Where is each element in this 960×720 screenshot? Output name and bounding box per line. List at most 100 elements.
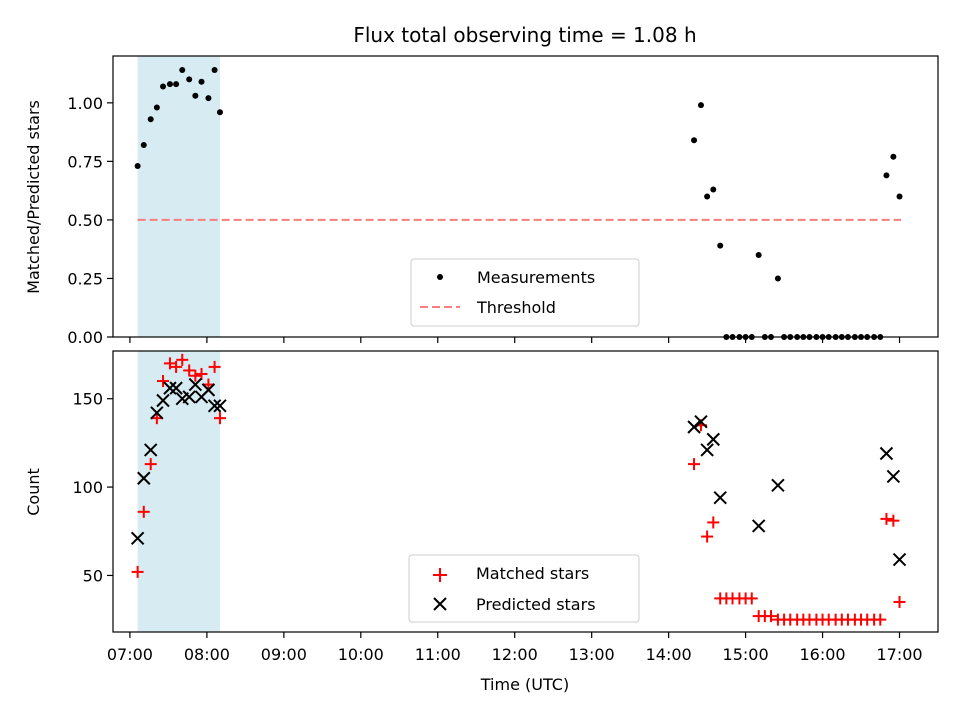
matched-star-point xyxy=(688,458,701,471)
bottom-ytick-label: 100 xyxy=(72,478,103,497)
matched-star-point xyxy=(208,360,221,373)
matched-star-point xyxy=(880,512,893,525)
predicted-star-point xyxy=(137,471,151,485)
predicted-star-point xyxy=(771,478,785,493)
measurement-point xyxy=(774,275,781,282)
bottom-xtick-label: 10:00 xyxy=(338,645,384,664)
measurement-point xyxy=(717,242,724,249)
matched-star-point xyxy=(707,516,720,529)
measurement-point xyxy=(166,81,173,88)
measurement-point xyxy=(890,153,897,160)
bottom-axes-frame xyxy=(112,350,939,633)
matched-star-point xyxy=(213,412,226,425)
measurement-point xyxy=(697,102,704,109)
matched-star-point xyxy=(874,613,887,626)
bottom-panel: 50 100 150 07:00 08:00 09:00 10:00 11:00 12:00 1… xyxy=(24,350,939,694)
bottom-xtick-label: 12:00 xyxy=(492,645,538,664)
predicted-star-point xyxy=(182,390,196,404)
measurement-point xyxy=(691,137,698,144)
bottom-ytick-label: 50 xyxy=(83,566,103,585)
bottom-xtick-label: 15:00 xyxy=(723,645,769,664)
predicted-star-point xyxy=(169,381,183,395)
bottom-xtick-label: 17:00 xyxy=(876,645,922,664)
bottom-ylabel: Count xyxy=(24,468,43,516)
predicted-star-point xyxy=(879,446,894,461)
measurement-point xyxy=(173,81,180,88)
matched-star-point xyxy=(170,360,183,373)
predicted-star-point xyxy=(886,469,901,484)
matched-star-point xyxy=(745,592,758,605)
bottom-xtick-label: 08:00 xyxy=(184,645,230,664)
predicted-star-point xyxy=(700,443,714,457)
measurement-point xyxy=(153,104,160,111)
measurement-point xyxy=(755,252,762,259)
predicted-star-point xyxy=(150,406,164,420)
measurement-point xyxy=(883,172,890,179)
bottom-xtick-label: 09:00 xyxy=(261,645,307,664)
bottom-xtick-label: 14:00 xyxy=(646,645,692,664)
top-ytick-label: 0.50 xyxy=(67,211,103,230)
top-legend: Measurements Threshold xyxy=(410,258,640,327)
measurement-point xyxy=(198,78,205,85)
predicted-star-point xyxy=(201,383,216,397)
predicted-star-point xyxy=(706,432,720,447)
measurement-point xyxy=(216,109,223,116)
top-axes-frame xyxy=(112,55,939,338)
predicted-star-point xyxy=(751,519,766,533)
top-highlight-span xyxy=(137,56,220,337)
predicted-star-point xyxy=(213,399,227,413)
legend-matched-label: Matched stars xyxy=(476,564,589,583)
legend-predicted-label: Predicted stars xyxy=(476,595,596,614)
matched-star-point xyxy=(887,514,900,527)
matched-star-point xyxy=(701,530,714,543)
predicted-star-point xyxy=(207,399,222,413)
legend-measurements-marker xyxy=(437,274,443,280)
measurement-point xyxy=(192,92,199,99)
matched-star-point xyxy=(144,458,157,471)
legend-matched-marker xyxy=(433,568,447,582)
bottom-xtick-label: 13:00 xyxy=(569,645,615,664)
top-ytick-label: 0.75 xyxy=(67,152,103,171)
matched-star-point xyxy=(157,375,170,388)
measurement-point xyxy=(160,83,167,90)
legend-threshold-label: Threshold xyxy=(476,298,556,317)
matched-star-point xyxy=(163,357,176,370)
predicted-star-point xyxy=(156,393,170,408)
bottom-xtick-label: 11:00 xyxy=(415,645,461,664)
predicted-star-point xyxy=(188,377,203,392)
legend-measurements-label: Measurements xyxy=(477,268,595,287)
top-ytick-label: 1.00 xyxy=(67,94,103,113)
bottom-xlabel: Time (UTC) xyxy=(480,675,569,694)
chart-title: Flux total observing time = 1.08 h xyxy=(353,23,696,47)
top-ytick-label: 0.25 xyxy=(67,269,103,288)
measurement-point xyxy=(211,67,218,74)
matched-star-point xyxy=(137,505,150,518)
predicted-star-point xyxy=(144,443,158,457)
matched-star-point xyxy=(195,367,208,380)
measurement-point xyxy=(147,116,154,123)
predicted-star-point xyxy=(892,552,907,567)
measurement-point xyxy=(205,95,212,102)
matched-star-point xyxy=(176,353,189,366)
legend-predicted-marker xyxy=(433,597,447,611)
predicted-star-point xyxy=(130,531,145,546)
matched-star-point xyxy=(131,565,144,578)
top-panel: 0.00 0.25 0.50 0.75 1.00 Matched/Predicted s… xyxy=(24,55,939,347)
measurement-point xyxy=(179,67,186,74)
matched-star-point xyxy=(183,364,196,377)
measurement-point xyxy=(704,193,711,200)
bottom-highlight-span xyxy=(137,351,220,632)
top-ytick-label: 0.00 xyxy=(67,328,103,347)
measurement-point xyxy=(896,193,903,200)
predicted-star-point xyxy=(163,381,177,395)
top-ylabel: Matched/Predicted stars xyxy=(24,100,43,294)
matched-star-point xyxy=(189,369,202,382)
predicted-star-point xyxy=(713,490,727,505)
measurement-point xyxy=(710,186,717,193)
matched-star-point xyxy=(893,595,906,608)
measurement-point xyxy=(134,163,141,170)
predicted-star-point xyxy=(687,420,701,434)
bottom-legend: Matched stars Predicted stars xyxy=(408,554,640,623)
bottom-xtick-label: 07:00 xyxy=(107,645,153,664)
